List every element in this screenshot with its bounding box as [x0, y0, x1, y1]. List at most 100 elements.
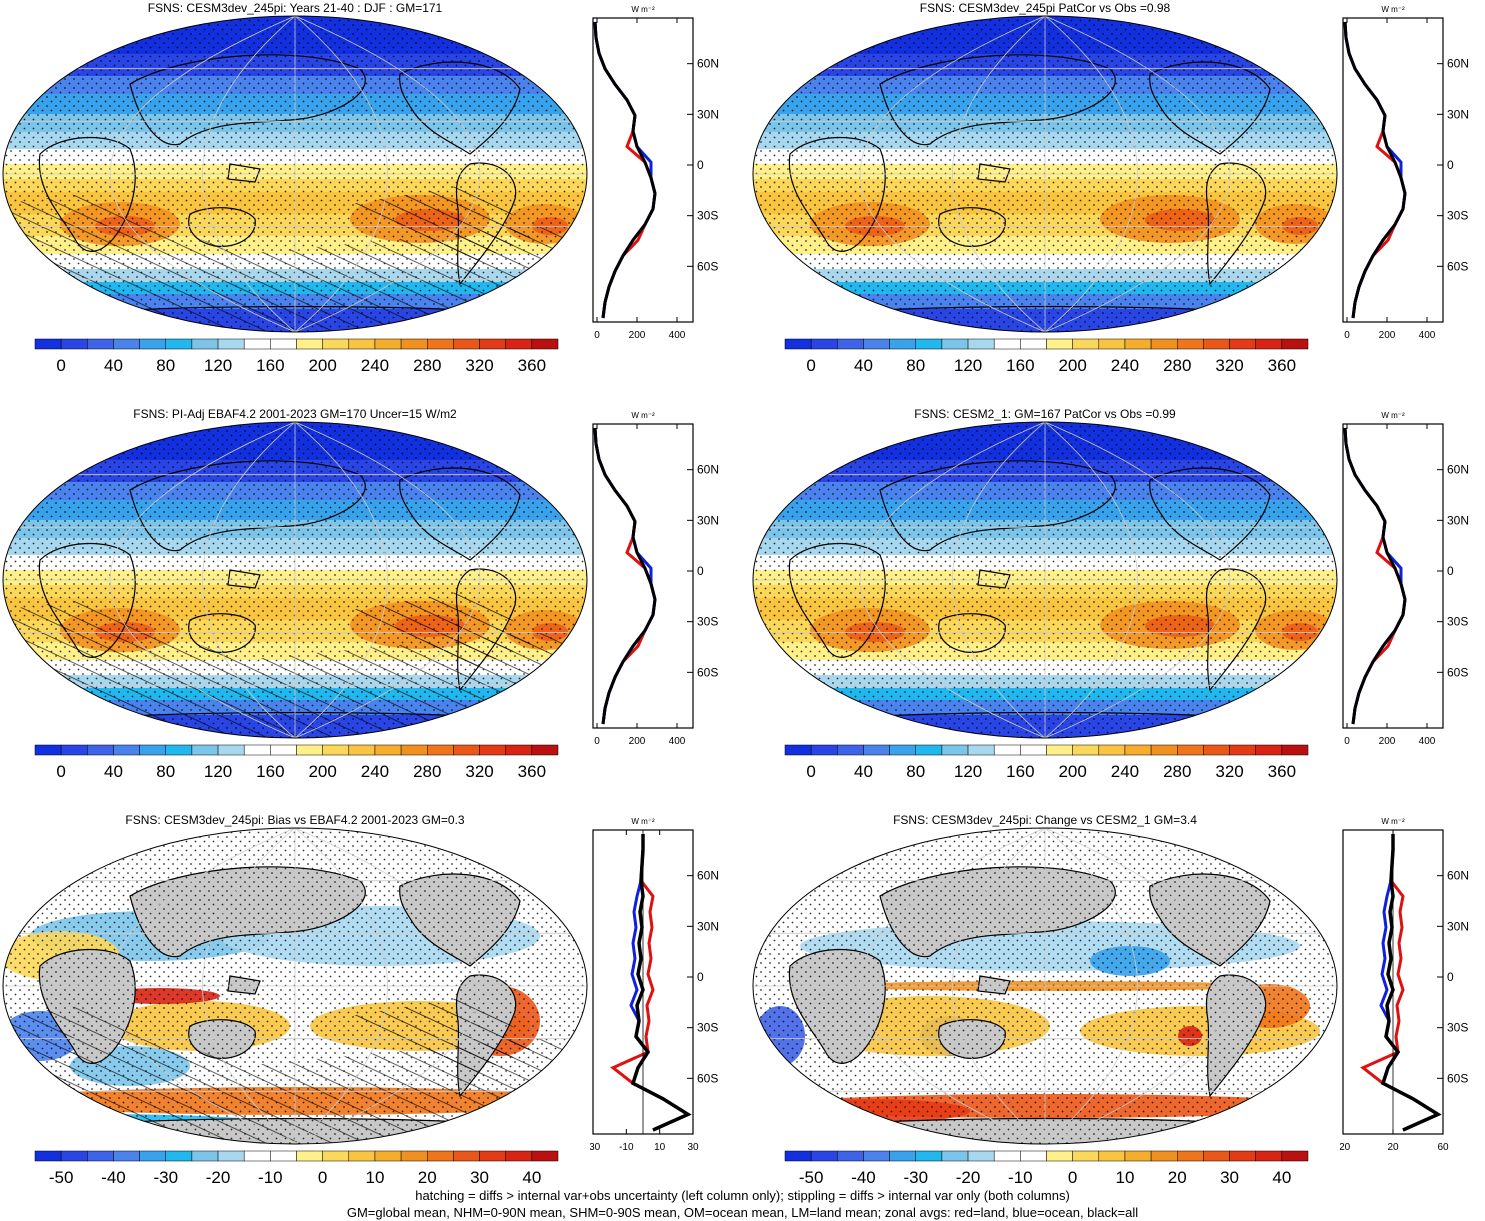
colorbar-swatch — [915, 338, 943, 350]
colorbar-label: 200 — [308, 356, 336, 375]
colorbar-label: 160 — [1006, 762, 1034, 781]
profile-x-label: 400 — [669, 330, 686, 341]
colorbar-label: 200 — [308, 762, 336, 781]
colorbar-label: 40 — [104, 762, 123, 781]
colorbar-label: -20 — [206, 1168, 231, 1187]
colorbar-label: 200 — [1058, 762, 1086, 781]
colorbar-swatch — [1281, 744, 1309, 756]
colorbar-swatch — [453, 744, 480, 756]
colorbar-label: 30 — [1220, 1168, 1239, 1187]
colorbar-swatch — [1229, 1150, 1256, 1162]
panel-title: FSNS: CESM2_1: GM=167 PatCor vs Obs =0.9… — [914, 407, 1176, 421]
colorbar-label: 200 — [1058, 356, 1086, 375]
profile-unit: W m⁻² — [631, 817, 655, 826]
colorbar: -50-40-30-20-1001020304050 — [34, 1150, 559, 1187]
colorbar-swatch — [348, 1150, 376, 1162]
profile-lat-label: 30N — [1447, 107, 1469, 121]
profile-x-label: 30 — [687, 1142, 699, 1153]
profile-unit: W m⁻² — [631, 5, 655, 14]
colorbar-swatch — [243, 1150, 271, 1162]
zonal-profile: W m⁻² 60N 30N 0 30S 60S 0 200 400 — [1342, 5, 1469, 341]
profile-lat-label: 30N — [1447, 513, 1469, 527]
colorbar: 04080120160200240280320360400 — [34, 744, 570, 781]
zonal-profile: W m⁻² 60N 30N 0 30S 60S 0 200 400 — [592, 411, 719, 747]
panel-1: FSNS: CESM3dev_245pi: Years 21-40 : DJF … — [0, 0, 740, 405]
colorbar-swatch — [191, 1150, 219, 1162]
colorbar-label: 240 — [361, 356, 389, 375]
profile-lat-label: 0 — [1447, 158, 1454, 172]
profile-lat-label: 60S — [1447, 259, 1468, 273]
colorbar-swatch — [1072, 338, 1100, 350]
panel-title: FSNS: PI-Adj EBAF4.2 2001-2023 GM=170 Un… — [133, 407, 457, 421]
profile-unit: W m⁻² — [1381, 817, 1405, 826]
colorbar-swatch — [1124, 744, 1152, 756]
profile-x-label: 200 — [629, 736, 646, 747]
profile-x-label: -10 — [619, 1142, 634, 1153]
footer-line-2: GM=global mean, NHM=0-90N mean, SHM=0-90… — [346, 1205, 1139, 1220]
profile-lat-label: 0 — [697, 970, 704, 984]
colorbar-label: 320 — [1215, 356, 1243, 375]
colorbar-label: 0 — [318, 1168, 327, 1187]
profile-lat-label: 30S — [697, 1021, 718, 1035]
colorbar-swatch — [427, 1150, 454, 1162]
panel-2: FSNS: CESM3dev_245pi PatCor vs Obs =0.98… — [750, 0, 1485, 405]
profile-lat-label: 30S — [697, 209, 718, 223]
colorbar-label: 320 — [1215, 762, 1243, 781]
colorbar-label: 40 — [522, 1168, 541, 1187]
colorbar-label: 0 — [806, 762, 815, 781]
panel-6: FSNS: CESM3dev_245pi: Change vs CESM2_1 … — [750, 812, 1485, 1217]
colorbar-swatch — [967, 1150, 995, 1162]
profile-x-label: 400 — [1419, 330, 1436, 341]
profile-lat-label: 30N — [697, 513, 719, 527]
colorbar-swatch — [967, 338, 995, 350]
colorbar-swatch — [270, 744, 297, 756]
colorbar-swatch — [217, 744, 245, 756]
profile-lat-label: 60N — [1447, 869, 1469, 883]
colorbar-label: 280 — [1163, 762, 1191, 781]
profile-curve — [630, 834, 692, 1132]
colorbar-label: 240 — [1111, 356, 1139, 375]
profile-lat-label: 60S — [1447, 665, 1468, 679]
panel-title: FSNS: CESM3dev_245pi: Years 21-40 : DJF … — [147, 1, 443, 15]
colorbar-swatch — [374, 338, 402, 350]
colorbar-label: 80 — [906, 356, 925, 375]
colorbar-swatch — [1098, 744, 1126, 756]
profile-lat-label: 60S — [697, 1071, 718, 1085]
colorbar-swatch — [296, 338, 323, 350]
profile-x-label: 0 — [594, 330, 600, 341]
colorbar-swatch — [863, 1150, 890, 1162]
profile-lat-label: 30N — [697, 919, 719, 933]
colorbar-swatch — [1020, 744, 1047, 756]
profile-unit: W m⁻² — [1381, 411, 1405, 420]
colorbar-swatch — [34, 1150, 62, 1162]
profile-lat-label: 60N — [697, 869, 719, 883]
colorbar-swatch — [1124, 338, 1152, 350]
colorbar-swatch — [165, 1150, 193, 1162]
colorbar-swatch — [784, 1150, 812, 1162]
colorbar: 04080120160200240280320360400 — [784, 338, 1320, 375]
colorbar-swatch — [270, 1150, 297, 1162]
colorbar-swatch — [479, 744, 506, 756]
colorbar-label: 30 — [470, 1168, 489, 1187]
colorbar-swatch — [243, 338, 271, 350]
profile-lat-label: 30N — [697, 107, 719, 121]
colorbar-swatch — [87, 1150, 114, 1162]
colorbar-label: 0 — [1068, 1168, 1077, 1187]
panel-3: FSNS: PI-Adj EBAF4.2 2001-2023 GM=170 Un… — [0, 406, 740, 811]
colorbar-label: 20 — [418, 1168, 437, 1187]
global-map — [2, 15, 588, 333]
panel-title: FSNS: CESM3dev_245pi: Change vs CESM2_1 … — [893, 813, 1197, 827]
colorbar-swatch — [1281, 338, 1309, 350]
profile-lat-label: 60N — [1447, 57, 1469, 71]
colorbar-swatch — [941, 744, 969, 756]
colorbar-label: 240 — [1111, 762, 1139, 781]
profile-lat-label: 30S — [697, 615, 718, 629]
colorbar-swatch — [993, 1150, 1021, 1162]
colorbar-swatch — [531, 1150, 559, 1162]
colorbar-swatch — [165, 338, 193, 350]
profile-lat-label: 30S — [1447, 615, 1468, 629]
colorbar-label: -20 — [956, 1168, 981, 1187]
colorbar-swatch — [1150, 744, 1178, 756]
colorbar-swatch — [1229, 744, 1256, 756]
colorbar-label: -30 — [153, 1168, 178, 1187]
